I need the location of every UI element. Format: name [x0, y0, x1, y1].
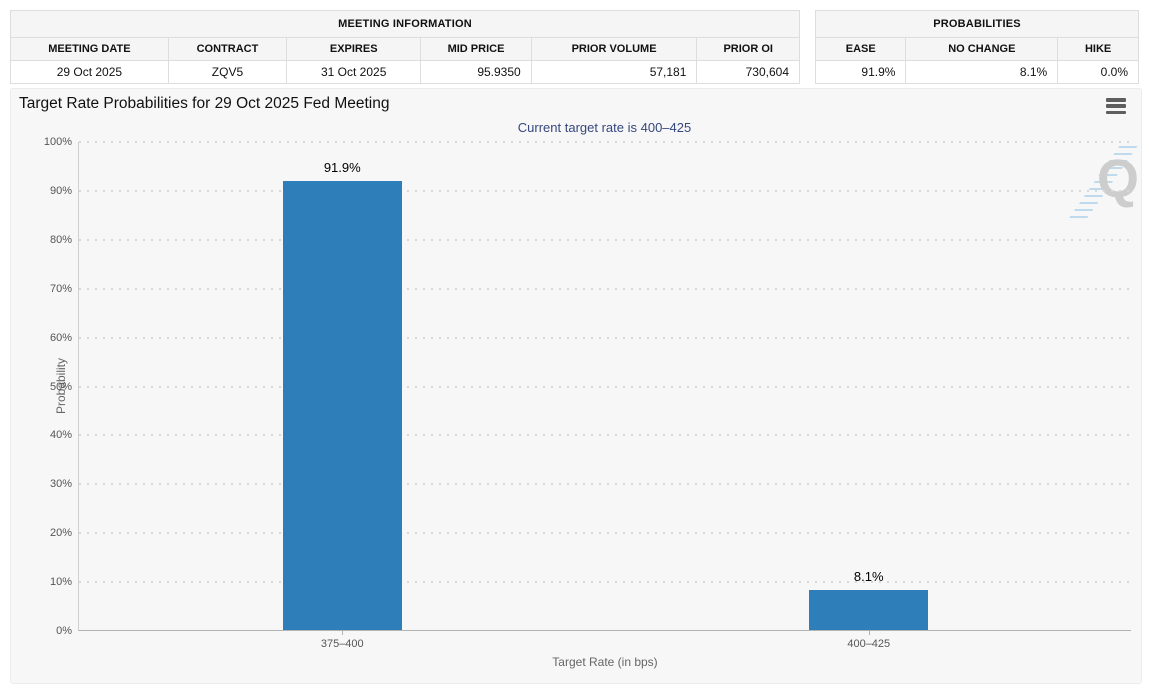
col-header-hike: HIKE: [1057, 37, 1139, 61]
col-header-no-change: NO CHANGE: [905, 37, 1059, 61]
probabilities-title: PROBABILITIES: [815, 10, 1139, 38]
y-gridline: [79, 287, 1131, 290]
y-tick-label: 90%: [49, 184, 72, 197]
meeting-information-row: 29 Oct 2025 ZQV5 31 Oct 2025 95.9350 57,…: [10, 60, 800, 84]
col-header-prior-volume: PRIOR VOLUME: [530, 37, 698, 61]
bar-value-label: 91.9%: [323, 159, 361, 175]
meeting-information-table: MEETING INFORMATION MEETING DATE CONTRAC…: [10, 10, 800, 84]
quikstrike-watermark: Q: [1069, 144, 1139, 218]
col-header-mid-price: MID PRICE: [420, 37, 532, 61]
y-gridline: [79, 141, 1131, 143]
y-tick-label: 60%: [49, 331, 72, 344]
mid-price-value: 95.9350: [420, 60, 532, 84]
probabilities-table: PROBABILITIES EASE NO CHANGE HIKE 91.9% …: [814, 10, 1139, 84]
prior-oi-value: 730,604: [696, 60, 800, 84]
y-gridline: [79, 189, 1131, 192]
no-change-value: 8.1%: [905, 60, 1059, 84]
hike-value: 0.0%: [1057, 60, 1139, 84]
x-tick-label: 375–400: [320, 638, 364, 650]
y-gridline: [79, 581, 1131, 584]
y-gridline: [79, 238, 1131, 241]
probability-bar-400–425[interactable]: [809, 590, 929, 630]
watermark-q-logo-icon: Q: [1096, 149, 1139, 209]
y-tick-label: 80%: [49, 233, 72, 246]
probability-bar-375–400[interactable]: [282, 180, 402, 630]
col-header-prior-oi: PRIOR OI: [696, 37, 800, 61]
x-tick-mark: [342, 630, 344, 635]
col-header-ease: EASE: [814, 37, 907, 61]
y-gridline: [79, 434, 1131, 437]
ease-value: 91.9%: [814, 60, 907, 84]
y-gridline: [79, 483, 1131, 486]
chart-panel: Target Rate Probabilities for 29 Oct 202…: [10, 88, 1142, 684]
meeting-date-value: 29 Oct 2025: [10, 60, 169, 84]
y-tick-label: 0%: [56, 625, 72, 637]
expires-value: 31 Oct 2025: [286, 60, 422, 84]
y-tick-label: 50%: [49, 380, 72, 393]
col-header-contract: CONTRACT: [167, 37, 288, 61]
chart-export-menu-button[interactable]: [1106, 98, 1126, 114]
prior-volume-value: 57,181: [530, 60, 698, 84]
col-header-meeting-date: MEETING DATE: [10, 37, 169, 61]
y-tick-label: 20%: [49, 527, 72, 540]
y-tick-label: 10%: [49, 576, 72, 589]
col-header-expires: EXPIRES: [286, 37, 422, 61]
y-gridline: [79, 532, 1131, 535]
x-axis-title: Target Rate (in bps): [552, 655, 658, 669]
meeting-information-title: MEETING INFORMATION: [10, 10, 800, 38]
probabilities-row: 91.9% 8.1% 0.0%: [814, 60, 1139, 84]
y-tick-label: 70%: [49, 282, 72, 295]
y-tick-label: 100%: [43, 136, 72, 148]
x-tick-label: 400–425: [847, 638, 891, 650]
y-gridline: [79, 385, 1131, 388]
hamburger-icon: [1106, 98, 1126, 102]
bar-value-label: 8.1%: [853, 569, 884, 585]
y-tick-label: 40%: [49, 429, 72, 442]
y-tick-label: 30%: [49, 478, 72, 491]
plot-area: Probability Target Rate (in bps) 0% 10% 20…: [44, 136, 1131, 669]
chart-subtitle: Current target rate is 400–425: [517, 120, 692, 135]
x-tick-mark: [868, 630, 870, 635]
contract-value: ZQV5: [167, 60, 288, 84]
y-gridline: [79, 336, 1131, 339]
chart-title: Target Rate Probabilities for 29 Oct 202…: [19, 95, 390, 112]
